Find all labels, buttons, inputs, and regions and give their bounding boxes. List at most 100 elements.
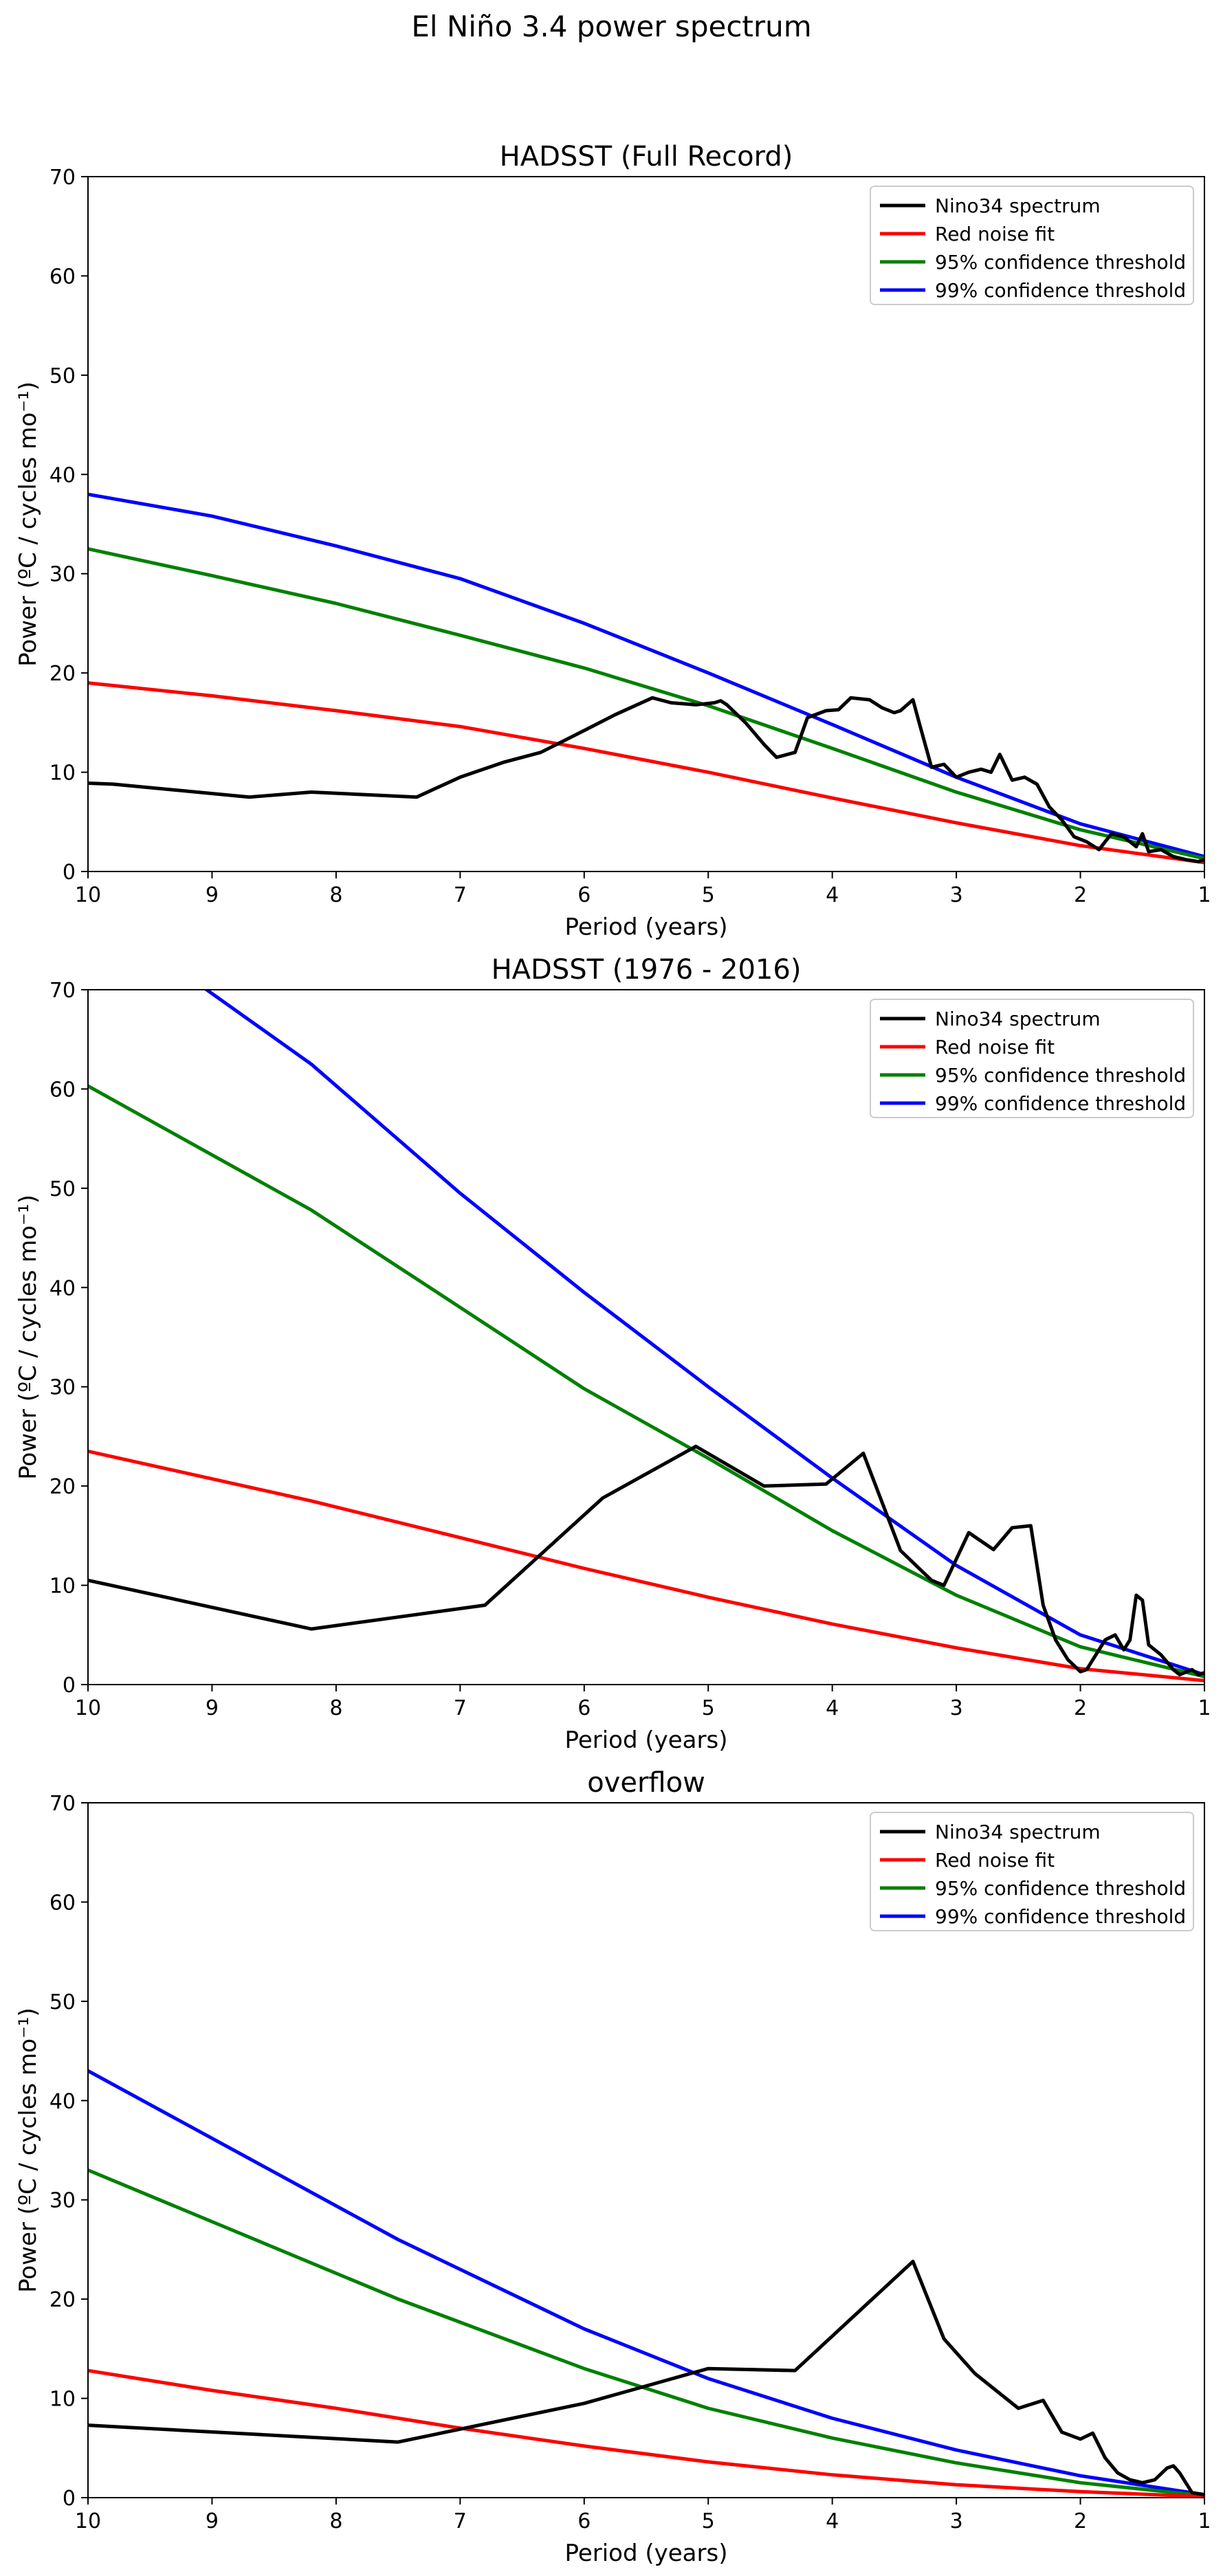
x-tick-label: 1 — [1198, 2509, 1211, 2533]
legend-box — [870, 1812, 1194, 1931]
chart-title: overflow — [587, 1767, 705, 1799]
y-tick-label: 50 — [49, 1177, 76, 1201]
y-tick-label: 60 — [49, 265, 76, 289]
y-tick-label: 60 — [49, 1891, 76, 1915]
x-tick-label: 9 — [206, 1696, 219, 1720]
series-group — [88, 492, 1204, 865]
y-tick-label: 60 — [49, 1078, 76, 1102]
series-line-2 — [88, 1450, 1204, 1683]
x-tick-label: 7 — [454, 1696, 467, 1720]
y-axis-label: Power (ºC / cycles mo⁻¹) — [14, 1195, 42, 1480]
series-group — [88, 990, 1204, 1683]
plot-frame — [87, 176, 1205, 872]
x-tick-label: 5 — [702, 2509, 715, 2533]
legend-label: 95% confidence threshold — [935, 1064, 1186, 1087]
y-tick-label: 40 — [49, 2089, 76, 2113]
x-tick-label: 10 — [75, 2509, 101, 2533]
y-tick-label: 10 — [49, 762, 76, 786]
y-tick-label: 10 — [49, 1575, 76, 1599]
series-line-4 — [88, 2069, 1204, 2497]
legend: Nino34 spectrum Red noise fit 95% confiden… — [870, 999, 1194, 1118]
x-tick-label: 5 — [702, 1696, 715, 1720]
x-tick-label: 8 — [329, 1696, 342, 1720]
y-tick-label: 30 — [49, 563, 76, 587]
series-line-1 — [88, 1444, 1204, 1677]
x-tick-label: 1 — [1198, 1696, 1211, 1720]
legend-label: Nino34 spectrum — [935, 1008, 1101, 1030]
y-tick-label: 30 — [49, 1376, 76, 1400]
legend-box — [870, 999, 1194, 1118]
series-line-4 — [203, 990, 1204, 1677]
y-tick-label: 20 — [49, 1475, 76, 1499]
y-tick-label: 20 — [49, 2288, 76, 2312]
legend-label: 95% confidence threshold — [935, 251, 1186, 274]
y-tick-label: 70 — [49, 979, 76, 1003]
x-tick-label: 2 — [1074, 1696, 1087, 1720]
legend: Nino34 spectrum Red noise fit 95% confiden… — [870, 1812, 1194, 1931]
legend-label: 99% confidence threshold — [935, 279, 1186, 302]
series-line-3 — [88, 1084, 1204, 1678]
legend-label: 95% confidence threshold — [935, 1877, 1186, 1900]
chart-title: HADSST (Full Record) — [500, 141, 793, 173]
x-tick-label: 5 — [702, 883, 715, 907]
x-tick-label: 3 — [950, 2509, 963, 2533]
legend-label: Red noise fit — [935, 1036, 1055, 1058]
y-axis-label: Power (ºC / cycles mo⁻¹) — [14, 381, 42, 667]
x-tick-label: 9 — [206, 883, 219, 907]
legend-label: Red noise fit — [935, 1849, 1055, 1872]
y-tick-label: 30 — [49, 2189, 76, 2213]
x-tick-label: 10 — [75, 883, 101, 907]
x-tick-label: 7 — [454, 883, 467, 907]
series-line-1 — [88, 696, 1204, 864]
x-tick-label: 6 — [577, 883, 591, 907]
x-axis-label: Period (years) — [565, 913, 728, 941]
x-tick-label: 4 — [826, 2509, 839, 2533]
y-tick-label: 40 — [49, 463, 76, 487]
chart-panel-2: HADSST (1976 - 2016)10 9 8 7 6 5 4 3 2 1010203040… — [14, 954, 1211, 1754]
y-axis-label: Power (ºC / cycles mo⁻¹) — [14, 2008, 42, 2293]
x-tick-label: 2 — [1074, 883, 1087, 907]
figure-title: El Niño 3.4 power spectrum — [411, 10, 812, 43]
chart-panel-1: HADSST (Full Record)10 9 8 7 6 5 4 3 2 1010203040… — [14, 141, 1211, 941]
series-group — [88, 2069, 1204, 2498]
legend-label: Red noise fit — [935, 223, 1055, 245]
y-tick-label: 20 — [49, 662, 76, 686]
y-tick-label: 0 — [63, 860, 76, 885]
y-tick-label: 0 — [63, 2487, 76, 2511]
x-tick-label: 3 — [950, 883, 963, 907]
legend-label: Nino34 spectrum — [935, 195, 1101, 217]
legend: Nino34 spectrum Red noise fit 95% confiden… — [870, 186, 1194, 305]
x-tick-label: 10 — [75, 1696, 101, 1720]
x-tick-label: 3 — [950, 1696, 963, 1720]
x-tick-label: 6 — [577, 2509, 591, 2533]
series-line-2 — [88, 681, 1204, 865]
plot-frame — [87, 1802, 1205, 2498]
y-tick-label: 50 — [49, 364, 76, 388]
y-tick-label: 50 — [49, 1990, 76, 2014]
y-tick-label: 10 — [49, 2388, 76, 2412]
x-tick-label: 6 — [577, 1696, 591, 1720]
x-tick-label: 4 — [826, 1696, 839, 1720]
legend-label: Nino34 spectrum — [935, 1821, 1101, 1843]
series-line-3 — [88, 2168, 1204, 2498]
x-tick-label: 9 — [206, 2509, 219, 2533]
y-tick-label: 40 — [49, 1276, 76, 1300]
x-axis-label: Period (years) — [565, 1726, 728, 1754]
x-tick-label: 4 — [826, 883, 839, 907]
x-tick-label: 2 — [1074, 2509, 1087, 2533]
series-line-4 — [88, 492, 1204, 858]
series-line-3 — [88, 547, 1204, 860]
plot-frame — [87, 989, 1205, 1685]
y-tick-label: 70 — [49, 1792, 76, 1816]
x-tick-label: 8 — [329, 2509, 342, 2533]
legend-label: 99% confidence threshold — [935, 1905, 1186, 1928]
y-tick-label: 0 — [63, 1674, 76, 1698]
legend-label: 99% confidence threshold — [935, 1092, 1186, 1115]
series-line-1 — [88, 2259, 1204, 2497]
chart-title: HADSST (1976 - 2016) — [492, 954, 802, 986]
series-line-2 — [88, 2368, 1204, 2498]
x-tick-label: 8 — [329, 883, 342, 907]
x-tick-label: 1 — [1198, 883, 1211, 907]
